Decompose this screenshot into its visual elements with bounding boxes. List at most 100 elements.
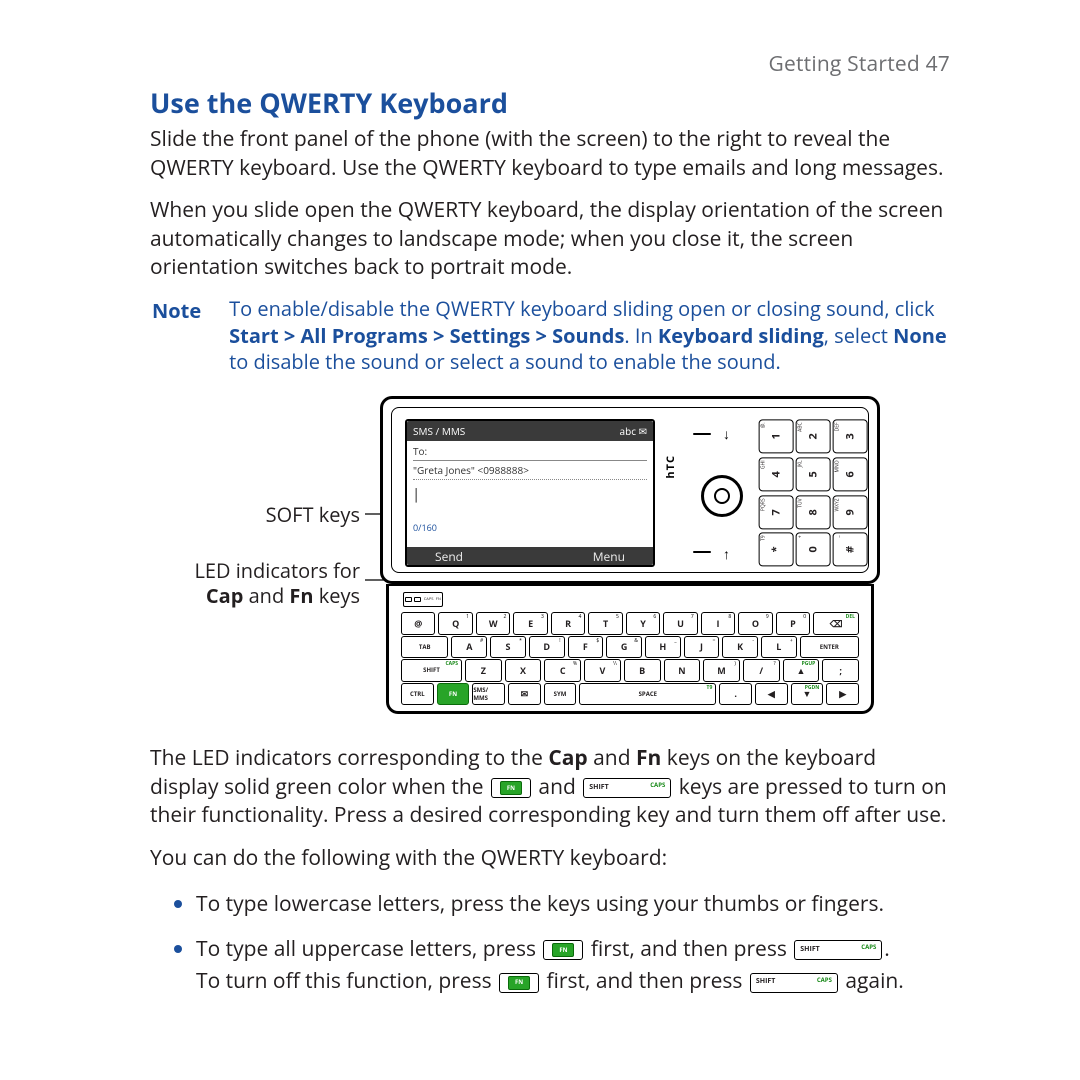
shift-key-chip: SHIFT CAPS xyxy=(794,940,882,960)
shift-key-chip: SHIFTCAPS xyxy=(750,973,838,993)
qwerty-key: N xyxy=(664,659,701,682)
seg: To type all uppercase letters, press xyxy=(196,935,541,963)
note-seg: . In xyxy=(624,322,658,349)
intro-paragraph-2: When you slide open the QWERTY keyboard,… xyxy=(150,196,950,282)
qwerty-key: SPACET9 xyxy=(579,683,716,706)
to-label: To: xyxy=(413,444,647,461)
bold-fn: Fn xyxy=(636,744,661,772)
led-fn-label: FN xyxy=(436,597,441,602)
seg: first, and then press xyxy=(591,935,792,963)
qwerty-key: Z xyxy=(465,659,502,682)
arrow-down-icon: ↓ xyxy=(723,425,730,444)
led-dot-icon xyxy=(414,597,421,602)
phone-keyboard-slab: CAPS FN @Q1W2E3R4T5Y6U7I8O9P0⌫DELTABA#S*… xyxy=(386,584,874,714)
num-key: 5JKL xyxy=(796,457,831,491)
qwerty-key: SHIFTCAPS xyxy=(401,659,462,682)
note-block: Note To enable/disable the QWERTY keyboa… xyxy=(152,296,950,376)
soft-key-left: Send xyxy=(435,548,463,565)
list-item: To type lowercase letters, press the key… xyxy=(196,886,950,921)
nav-cluster: ↓ ↑ xyxy=(689,419,749,567)
qwerty-key: FN xyxy=(437,683,470,706)
brand-logo: hTC xyxy=(663,455,681,479)
qwerty-key: B xyxy=(624,659,661,682)
caps-label: CAPS xyxy=(861,943,876,952)
qwerty-key: ▼PGDN xyxy=(791,683,824,706)
qwerty-key: ; xyxy=(822,659,859,682)
qwerty-key: R4 xyxy=(551,612,585,635)
qwerty-key: W2 xyxy=(476,612,510,635)
led-paragraph: The LED indicators corresponding to the … xyxy=(150,744,950,830)
qwerty-key: SYM xyxy=(544,683,577,706)
shift-label: SHIFT xyxy=(800,945,819,956)
keyboard-row: SHIFTCAPSZXC%V\\BNM)/?▲PGUP; xyxy=(401,659,859,680)
qwerty-key: . xyxy=(719,683,752,706)
seg: and xyxy=(588,744,636,772)
note-label: Note xyxy=(152,296,201,376)
nav-ring-icon xyxy=(701,475,743,517)
seg: and xyxy=(538,773,581,801)
qwerty-key: S* xyxy=(490,636,526,659)
char-counter: 0/160 xyxy=(413,521,437,534)
qwerty-key: CTRL xyxy=(401,683,434,706)
qwerty-key: C% xyxy=(544,659,581,682)
phone-upper: SMS / MMS abc ✉ To: "Greta Jones" <09888… xyxy=(380,396,880,584)
seg: To turn off this function, press xyxy=(196,967,497,995)
titlebar-title: SMS / MMS xyxy=(413,424,465,438)
num-key: 6MNO xyxy=(833,457,868,491)
qwerty-key: I8 xyxy=(701,612,735,635)
fn-key-inner: FN xyxy=(552,943,574,957)
num-key: *T9 xyxy=(759,533,794,567)
seg: . xyxy=(884,935,890,963)
qwerty-key: @ xyxy=(401,612,435,635)
nav-dash-icon xyxy=(693,433,711,435)
qwerty-key: ◀ xyxy=(755,683,788,706)
note-seg: To enable/disable the QWERTY keyboard sl… xyxy=(229,295,934,322)
screen-titlebar: SMS / MMS abc ✉ xyxy=(407,421,653,441)
note-bold: None xyxy=(893,322,947,349)
qwerty-key: Y6 xyxy=(626,612,660,635)
bold-cap: Cap xyxy=(548,744,587,772)
qwerty-key: K- xyxy=(722,636,758,659)
caps-label: CAPS xyxy=(650,781,665,789)
keyboard-row: CTRLFNSMS/ MMS✉SYMSPACET9.◀▼PGDN▶ xyxy=(401,683,859,704)
running-head: Getting Started 47 xyxy=(150,50,950,78)
qwerty-key: ENTER xyxy=(800,636,859,659)
caret-icon: │ xyxy=(413,486,421,503)
shift-key-chip: SHIFT CAPS xyxy=(583,778,671,798)
num-key: 8TUV xyxy=(796,495,831,529)
qwerty-keyboard: @Q1W2E3R4T5Y6U7I8O9P0⌫DELTABA#S*D!F$G&H_… xyxy=(401,612,859,703)
num-key: 3DEF xyxy=(833,420,868,454)
note-seg: , select xyxy=(824,322,893,349)
note-seg: to disable the sound or select a sound t… xyxy=(229,348,781,375)
nav-dash-icon xyxy=(693,551,711,553)
fn-key-inner: FN xyxy=(508,976,530,990)
qwerty-key: D! xyxy=(529,636,565,659)
screen-body: To: "Greta Jones" <0988888> │ 0/160 xyxy=(407,441,653,534)
qwerty-key: U7 xyxy=(663,612,697,635)
recipient: "Greta Jones" <0988888> xyxy=(413,463,647,480)
qwerty-key: ▲PGUP xyxy=(783,659,820,682)
num-key: 4GHI xyxy=(759,457,794,491)
note-text: To enable/disable the QWERTY keyboard sl… xyxy=(229,296,950,376)
num-key: #_ xyxy=(833,533,868,567)
shift-label: SHIFT xyxy=(589,783,608,793)
qwerty-key: J= xyxy=(684,636,720,659)
qwerty-key: G& xyxy=(606,636,642,659)
fn-key-chip: FN xyxy=(543,940,583,960)
qwerty-key: F$ xyxy=(568,636,604,659)
qwerty-key: H_ xyxy=(645,636,681,659)
caps-label: CAPS xyxy=(817,976,832,985)
num-key: 9WXYZ xyxy=(833,495,868,529)
intro-paragraph-1: Slide the front panel of the phone (with… xyxy=(150,125,950,182)
note-bold-path: Start > All Programs > Settings > Sounds xyxy=(229,322,624,349)
arrow-up-icon: ↑ xyxy=(723,545,730,564)
num-key: 1@. xyxy=(759,420,794,454)
led-indicator-box: CAPS FN xyxy=(403,592,443,607)
fn-key-chip: FN xyxy=(491,778,531,798)
qwerty-key: ▶ xyxy=(826,683,859,706)
soft-key-bar: Send Menu xyxy=(407,547,653,565)
soft-key-right: Menu xyxy=(593,548,625,565)
phone-screen: SMS / MMS abc ✉ To: "Greta Jones" <09888… xyxy=(405,419,655,567)
led-caps-label: CAPS xyxy=(424,597,434,602)
num-key: 0+ xyxy=(796,533,831,567)
